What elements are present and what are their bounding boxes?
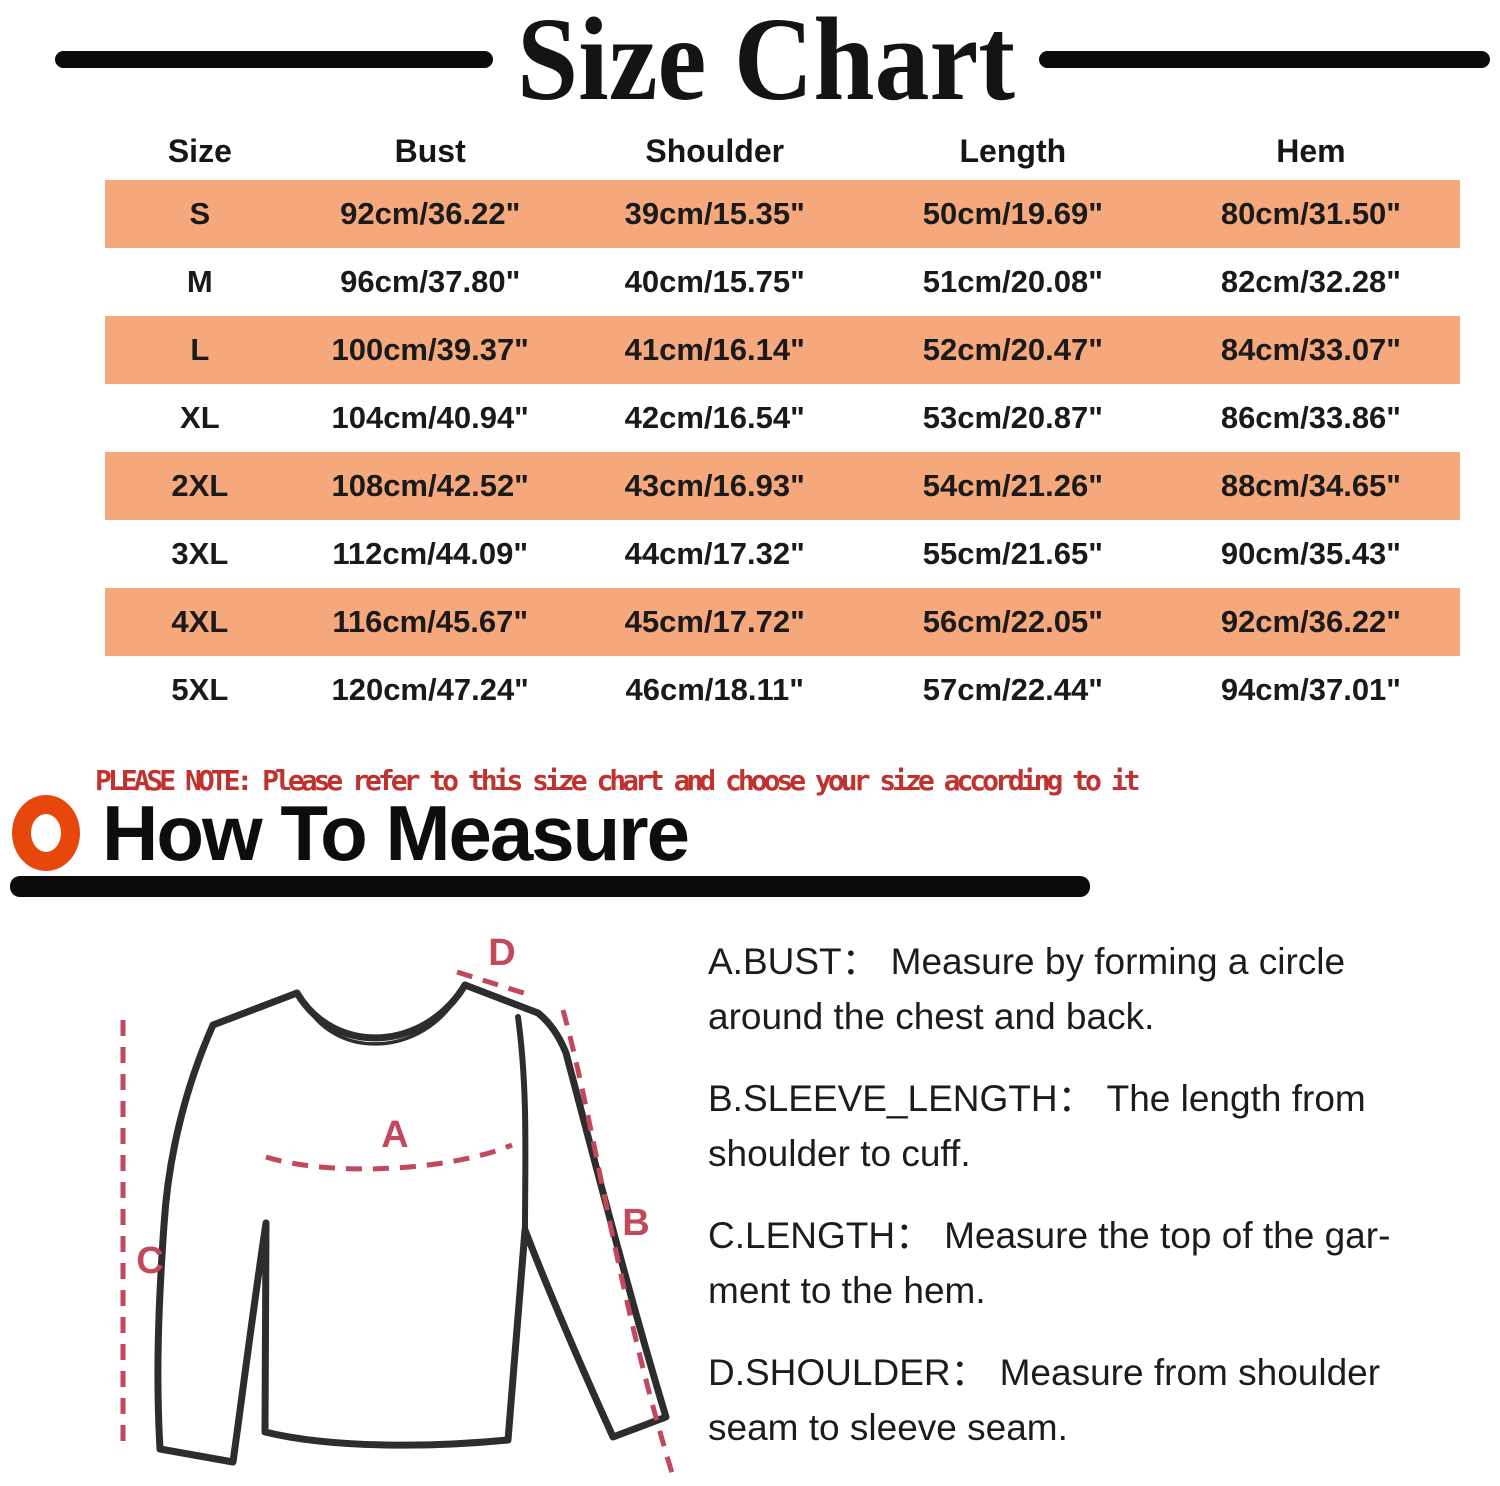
measure-text: The length from	[1106, 1078, 1366, 1119]
cell-size: 3XL	[171, 536, 229, 571]
cell-hem: 82cm/32.28"	[1220, 264, 1402, 299]
measure-term: A.BUST：	[708, 941, 879, 982]
measure-item-sleeve-length: B.SLEEVE_LENGTH： The length from shoulder…	[708, 1071, 1488, 1181]
page-title: Size Chart	[517, 0, 1015, 125]
diagram-label-a: A	[381, 1114, 408, 1156]
table-row-l: L 100cm/39.37" 41cm/16.14" 52cm/20.47" 8…	[105, 316, 1460, 384]
column-header-length: Length	[959, 132, 1067, 169]
cell-bust: 108cm/42.52"	[331, 468, 529, 503]
cell-bust: 116cm/45.67"	[332, 604, 529, 639]
ring-bullet-icon	[12, 795, 80, 871]
collar-inner-line	[304, 995, 459, 1046]
measure-text: shoulder to cuff.	[708, 1133, 971, 1174]
cell-hem: 86cm/33.86"	[1220, 400, 1402, 435]
title-rule-left	[55, 50, 493, 68]
cell-bust: 120cm/47.24"	[331, 672, 529, 707]
table-header-row: Size Bust Shoulder Length Hem	[105, 122, 1460, 180]
column-header-bust: Bust	[394, 132, 466, 169]
measure-term: B.SLEEVE_LENGTH：	[708, 1078, 1095, 1119]
cell-hem: 94cm/37.01"	[1220, 672, 1402, 707]
cell-shoulder: 46cm/18.11"	[625, 672, 804, 707]
left-shoulder-line	[209, 989, 301, 1029]
shoulder-dash-line-d	[456, 969, 531, 998]
cell-size: L	[190, 332, 210, 367]
column-header-hem: Hem	[1276, 132, 1346, 169]
measure-item-bust: A.BUST： Measure by forming a circle aroun…	[708, 934, 1488, 1044]
cell-length: 54cm/21.26"	[922, 468, 1103, 503]
right-sleeve-seam	[515, 1014, 529, 1233]
measure-term: D.SHOULDER：	[708, 1352, 988, 1393]
heading-underline-rule	[10, 876, 1090, 897]
cell-bust: 104cm/40.94"	[331, 400, 529, 435]
cell-bust: 96cm/37.80"	[340, 264, 521, 299]
table-row-2xl: 2XL 108cm/42.52" 43cm/16.93" 54cm/21.26"…	[105, 452, 1460, 520]
table-row-5xl: 5XL 120cm/47.24" 46cm/18.11" 57cm/22.44"…	[105, 656, 1460, 724]
measure-item-shoulder: D.SHOULDER： Measure from shoulder seam to…	[708, 1345, 1488, 1455]
cell-shoulder: 44cm/17.32"	[624, 536, 805, 571]
table-row-s: S 92cm/36.22" 39cm/15.35" 50cm/19.69" 80…	[105, 180, 1460, 248]
cell-size: XL	[180, 400, 220, 435]
how-to-measure-title: How To Measure	[102, 789, 690, 877]
title-band: Size Chart	[0, 0, 1500, 118]
cell-shoulder: 39cm/15.35"	[624, 196, 805, 231]
cell-size: S	[189, 196, 211, 231]
cell-length: 57cm/22.44"	[922, 672, 1103, 707]
measure-item-length: C.LENGTH： Measure the top of the gar- men…	[708, 1208, 1488, 1318]
collar-outline	[293, 981, 469, 1042]
table-row-4xl: 4XL 116cm/45.67" 45cm/17.72" 56cm/22.05"…	[105, 588, 1460, 656]
cell-bust: 112cm/44.09"	[332, 536, 529, 571]
table-row-xl: XL 104cm/40.94" 42cm/16.54" 53cm/20.87" …	[105, 384, 1460, 452]
column-header-size: Size	[167, 132, 232, 169]
diagram-label-d: D	[488, 932, 515, 974]
cell-shoulder: 41cm/16.14"	[624, 332, 805, 367]
cell-bust: 100cm/39.37"	[331, 332, 529, 367]
size-note: PLEASE NOTE: Please refer to this size c…	[95, 764, 1140, 797]
cell-hem: 80cm/31.50"	[1220, 196, 1402, 231]
table-row-m: M 96cm/37.80" 40cm/15.75" 51cm/20.08" 82…	[105, 248, 1460, 316]
cell-hem: 88cm/34.65"	[1220, 468, 1402, 503]
cell-length: 52cm/20.47"	[922, 332, 1103, 367]
size-table: Size Bust Shoulder Length Hem S 92cm/36.…	[105, 122, 1460, 724]
shirt-drawing: A B C D	[120, 932, 675, 1474]
cell-length: 53cm/20.87"	[922, 400, 1103, 435]
garment-diagram: A B C D	[80, 925, 700, 1481]
measure-text: Measure the top of the gar-	[944, 1215, 1391, 1256]
how-to-measure-heading-row: How To Measure	[12, 789, 690, 877]
measure-term: C.LENGTH：	[708, 1215, 933, 1256]
cell-size: 5XL	[171, 672, 229, 707]
shirt-outline	[154, 981, 670, 1466]
cell-size: 2XL	[171, 468, 229, 503]
diagram-label-b: B	[622, 1202, 649, 1244]
cell-hem: 84cm/33.07"	[1220, 332, 1402, 367]
column-header-shoulder: Shoulder	[645, 132, 785, 169]
measure-instructions: A.BUST： Measure by forming a circle aroun…	[708, 934, 1488, 1482]
cell-length: 56cm/22.05"	[922, 604, 1103, 639]
cell-size: 4XL	[171, 604, 229, 639]
measure-text: seam to sleeve seam.	[708, 1407, 1068, 1448]
measure-text: Measure from shoulder	[999, 1352, 1381, 1393]
diagram-label-c: C	[136, 1240, 163, 1282]
cell-shoulder: 43cm/16.93"	[624, 468, 805, 503]
cell-hem: 92cm/36.22"	[1220, 604, 1402, 639]
measure-text: ment to the hem.	[708, 1270, 986, 1311]
cell-bust: 92cm/36.22"	[340, 196, 521, 231]
cell-length: 50cm/19.69"	[922, 196, 1103, 231]
cell-hem: 90cm/35.43"	[1220, 536, 1402, 571]
cell-length: 51cm/20.08"	[922, 264, 1103, 299]
title-rule-right	[1038, 50, 1490, 68]
cell-size: M	[186, 264, 213, 299]
cell-shoulder: 45cm/17.72"	[624, 604, 805, 639]
bust-dash-line-a	[265, 1142, 513, 1172]
cell-shoulder: 42cm/16.54"	[624, 400, 805, 435]
cell-shoulder: 40cm/15.75"	[624, 264, 805, 299]
measure-text: Measure by forming a circle	[890, 941, 1346, 982]
measure-text: around the chest and back.	[708, 996, 1155, 1037]
table-row-3xl: 3XL 112cm/44.09" 44cm/17.32" 55cm/21.65"…	[105, 520, 1460, 588]
cell-length: 55cm/21.65"	[922, 536, 1103, 571]
